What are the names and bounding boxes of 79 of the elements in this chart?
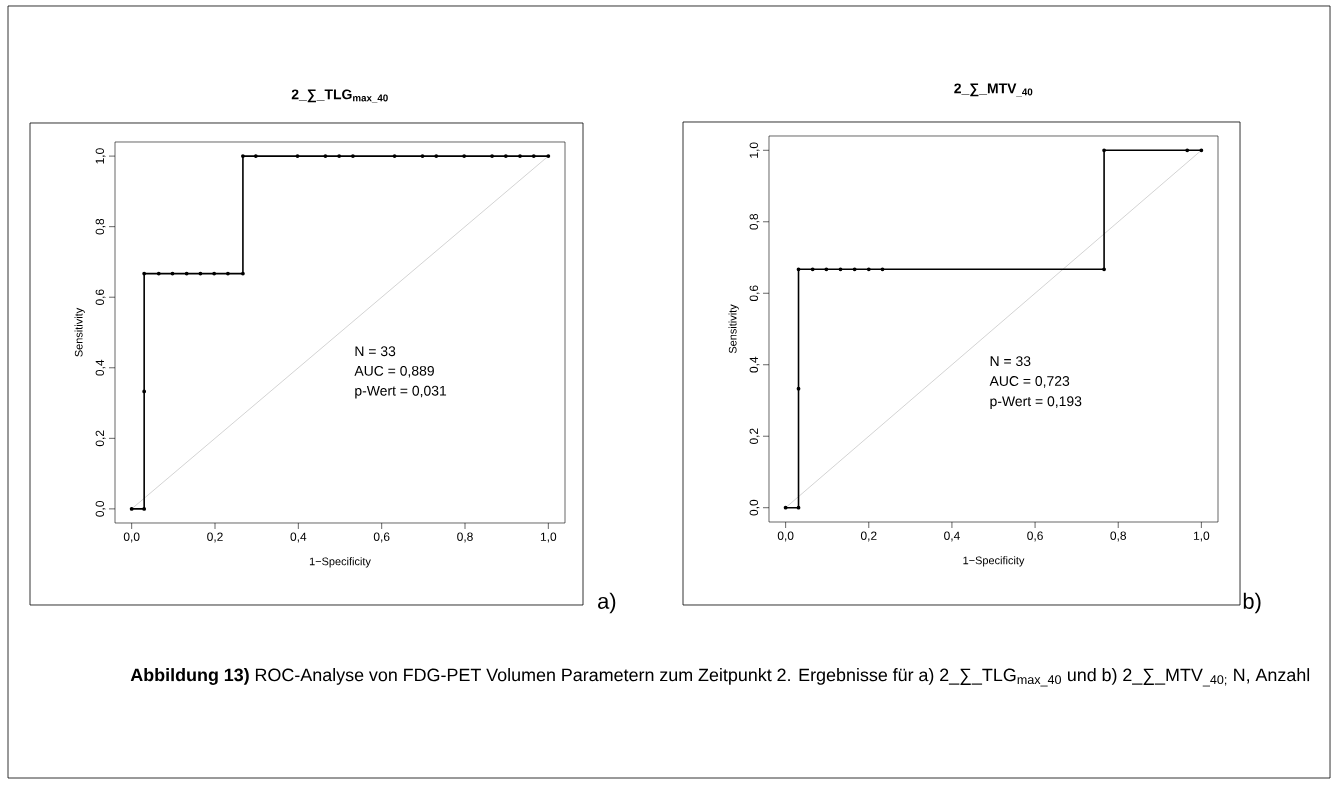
x-tick-label: 0,6 <box>1027 531 1043 542</box>
point <box>1102 148 1106 153</box>
point <box>142 271 147 276</box>
annotation: N = 33 <box>355 346 396 357</box>
y-tick-label: 1,0 <box>749 142 760 158</box>
point <box>142 506 147 511</box>
chart-title: 2_∑_MTV$_{_40}$ <box>954 83 1033 97</box>
y-tick-label: 0,2 <box>95 430 106 447</box>
y-tick-label: 0,4 <box>95 359 106 376</box>
point <box>852 267 857 272</box>
annotation: p-Wert = 0,193 <box>990 396 1082 409</box>
x-tick-label: 0,0 <box>123 532 140 543</box>
point <box>212 271 217 276</box>
x-tick-label: 0,8 <box>457 532 473 543</box>
point <box>170 271 175 276</box>
y-tick-label: 0,4 <box>749 356 760 373</box>
point <box>323 154 328 158</box>
point <box>838 267 843 272</box>
point <box>392 154 397 158</box>
point <box>295 154 300 158</box>
text: a) <box>598 592 616 614</box>
chart-title: 2_∑_TLG$_{max_40}$ <box>291 89 388 103</box>
x-axis-title: 1−Specificity <box>963 556 1025 567</box>
y-tick-label: 0,0 <box>95 501 106 517</box>
point <box>184 271 189 276</box>
x-tick-label: 0,8 <box>1110 531 1127 542</box>
point <box>198 271 203 276</box>
y-tick-label: 1,0 <box>95 148 106 164</box>
point <box>810 267 815 272</box>
x-tick-label: 0,2 <box>207 532 223 543</box>
point <box>880 267 885 272</box>
x-tick-label: 1,0 <box>1193 531 1210 542</box>
y-tick-label: 0,6 <box>95 289 106 306</box>
x-tick-label: 1,0 <box>540 532 557 543</box>
y-tick-label: 0,2 <box>749 428 760 445</box>
point <box>253 154 258 158</box>
point <box>518 154 522 158</box>
x-tick-label: 0,0 <box>777 531 794 542</box>
y-tick-label: 0,8 <box>749 213 760 230</box>
point <box>1185 148 1190 153</box>
y-tick-label: 0,8 <box>95 218 106 235</box>
point <box>531 154 536 158</box>
point <box>434 154 439 158</box>
point <box>129 506 134 511</box>
x-tick-label: 0,4 <box>290 532 307 543</box>
annotation: AUC = 0,889 <box>354 365 434 378</box>
annotation: AUC = 0,723 <box>989 376 1070 388</box>
point <box>503 154 508 158</box>
point <box>1102 267 1106 272</box>
point <box>241 271 245 276</box>
y-axis-title: Sensitivity <box>728 304 739 354</box>
point <box>337 154 342 158</box>
point <box>796 505 801 510</box>
point <box>866 267 871 272</box>
point <box>142 389 147 394</box>
y-axis-title: Sensitivity <box>74 307 85 357</box>
point <box>824 267 829 272</box>
annotation: p-Wert = 0,031 <box>355 385 447 399</box>
y-tick-label: 0,0 <box>749 499 760 516</box>
text: Abbildung 13) ROC-Analyse von FDG-PET Volumen Parametern zum Zeitpunkt 2. Ergebnisse für a) 2_∑_TLG$_{max_40}$ und b) 2_∑_MTV$_{_40;}$ N, Anzahl <box>130 668 1310 687</box>
point <box>226 271 230 276</box>
point <box>156 271 161 276</box>
text: b) <box>1243 592 1261 614</box>
point <box>1199 148 1204 153</box>
x-tick-label: 0,6 <box>373 532 390 543</box>
point <box>546 154 551 158</box>
x-axis-title: 1−Specificity <box>309 557 371 568</box>
point <box>490 154 494 158</box>
point <box>351 154 355 158</box>
point <box>241 154 245 158</box>
point <box>796 386 801 391</box>
point <box>420 154 425 158</box>
x-tick-label: 0,2 <box>860 531 877 542</box>
point <box>796 267 801 272</box>
y-tick-label: 0,6 <box>749 285 760 302</box>
x-tick-label: 0,4 <box>944 531 960 542</box>
point <box>462 154 467 158</box>
point <box>783 505 788 510</box>
annotation: N = 33 <box>990 356 1031 367</box>
